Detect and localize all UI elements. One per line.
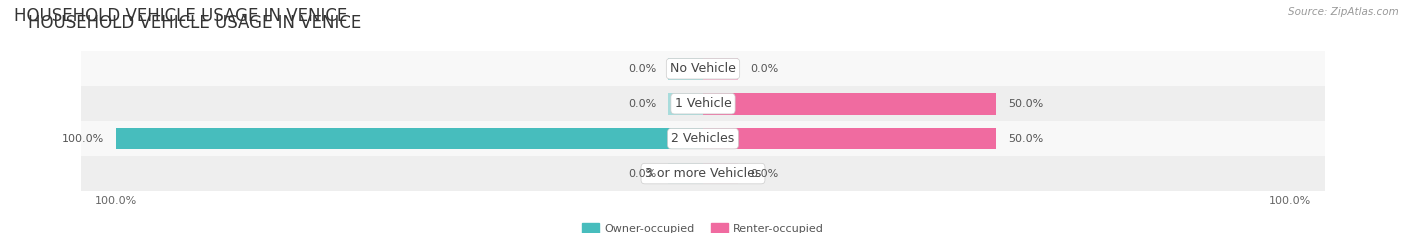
Bar <box>668 93 703 115</box>
Text: 1 Vehicle: 1 Vehicle <box>675 97 731 110</box>
Text: 0.0%: 0.0% <box>628 64 657 74</box>
Bar <box>668 163 703 185</box>
Bar <box>703 93 997 115</box>
Bar <box>82 51 1324 86</box>
Text: 0.0%: 0.0% <box>628 169 657 178</box>
Bar <box>117 128 703 150</box>
Legend: Owner-occupied, Renter-occupied: Owner-occupied, Renter-occupied <box>582 223 824 233</box>
Text: No Vehicle: No Vehicle <box>671 62 735 75</box>
Text: 0.0%: 0.0% <box>749 64 778 74</box>
Bar <box>668 58 703 80</box>
Bar <box>703 128 997 150</box>
Text: 0.0%: 0.0% <box>749 169 778 178</box>
Text: 50.0%: 50.0% <box>1008 99 1043 109</box>
Bar <box>703 58 738 80</box>
Text: 100.0%: 100.0% <box>62 134 104 144</box>
Text: Source: ZipAtlas.com: Source: ZipAtlas.com <box>1288 7 1399 17</box>
Bar <box>82 121 1324 156</box>
Text: HOUSEHOLD VEHICLE USAGE IN VENICE: HOUSEHOLD VEHICLE USAGE IN VENICE <box>14 7 347 25</box>
Bar <box>703 163 738 185</box>
Bar <box>82 156 1324 191</box>
Text: HOUSEHOLD VEHICLE USAGE IN VENICE: HOUSEHOLD VEHICLE USAGE IN VENICE <box>28 14 361 32</box>
Text: 2 Vehicles: 2 Vehicles <box>672 132 734 145</box>
Text: 0.0%: 0.0% <box>628 99 657 109</box>
Text: 3 or more Vehicles: 3 or more Vehicles <box>645 167 761 180</box>
Text: 50.0%: 50.0% <box>1008 134 1043 144</box>
Bar <box>82 86 1324 121</box>
